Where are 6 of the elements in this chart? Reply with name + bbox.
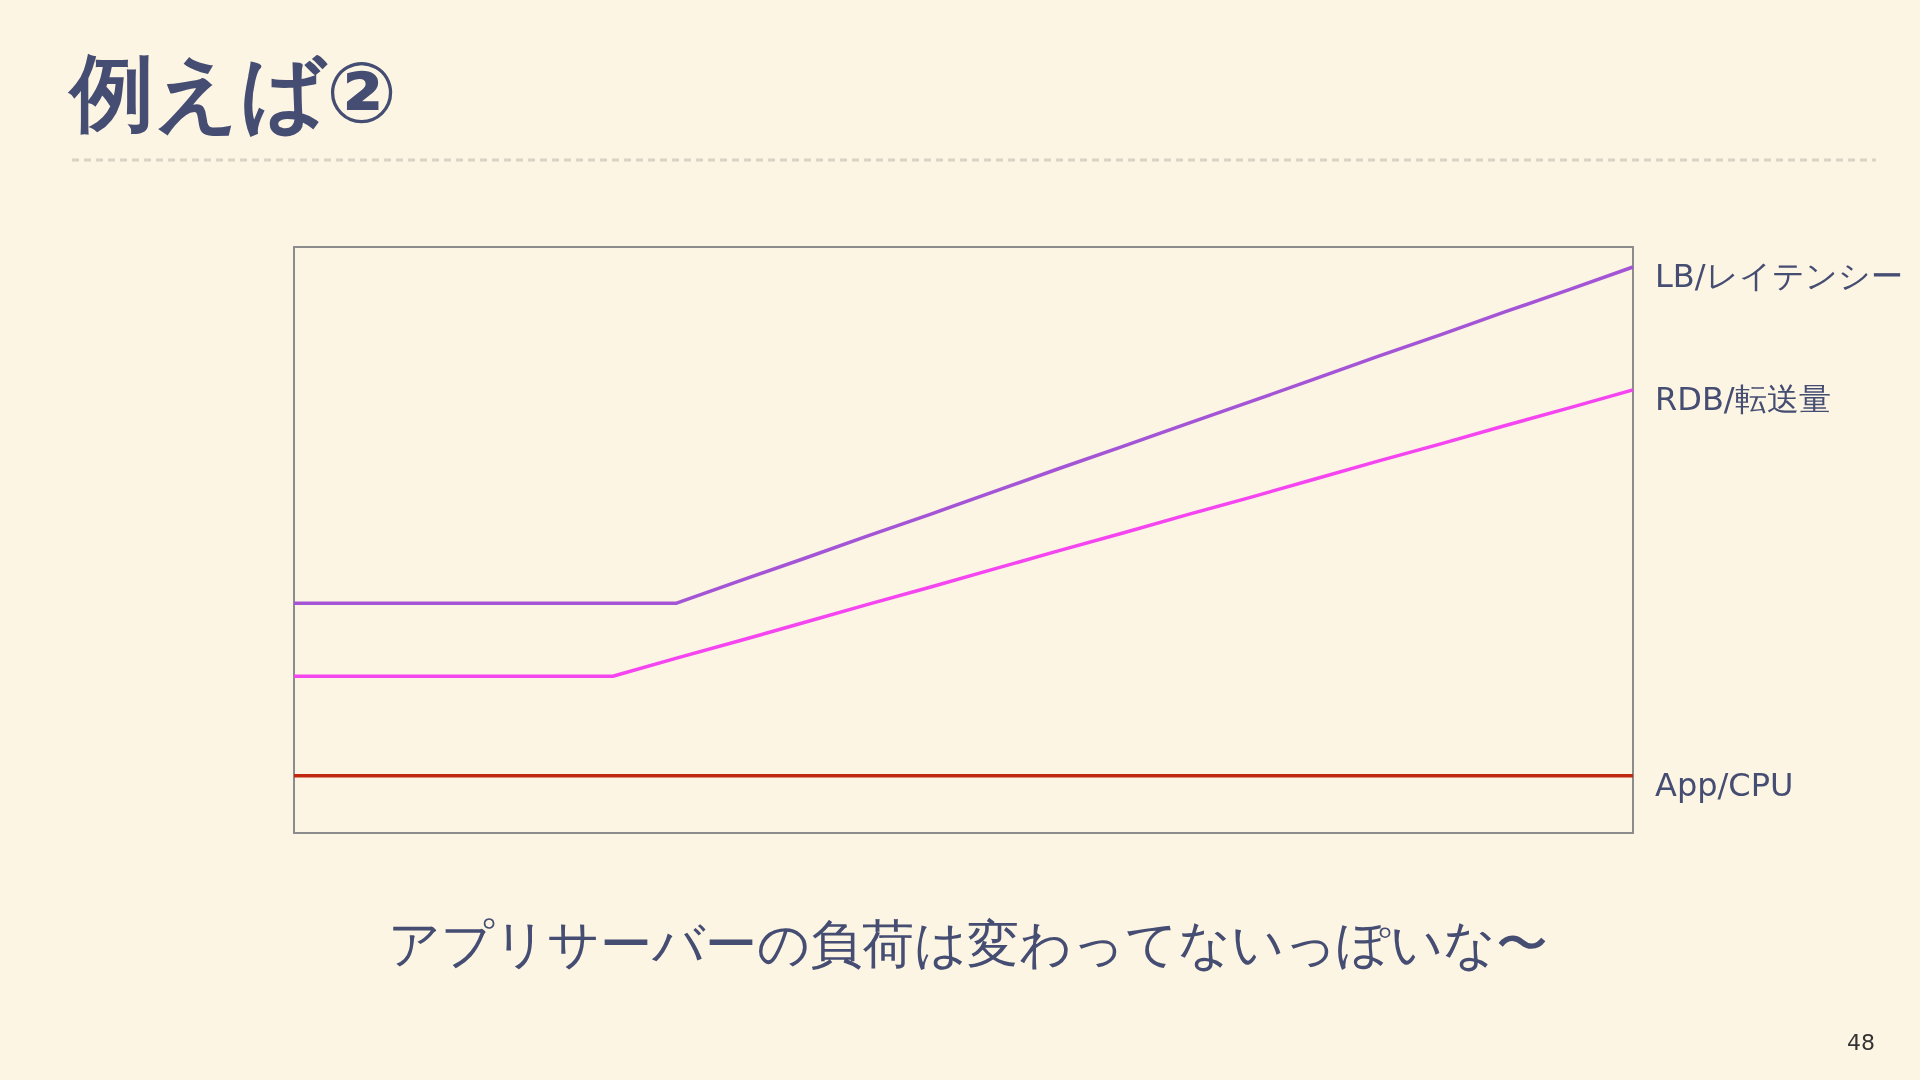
series-label: RDB/転送量 (1655, 379, 1831, 418)
series-label: App/CPU (1655, 765, 1794, 804)
chart-title: 例えば② (67, 44, 398, 142)
text: 48 (1847, 1030, 1875, 1055)
text: アプリサーバーの負荷は変わってないっぽいな〜 (388, 914, 1548, 974)
series-label: LB/レイテンシー (1655, 257, 1903, 295)
